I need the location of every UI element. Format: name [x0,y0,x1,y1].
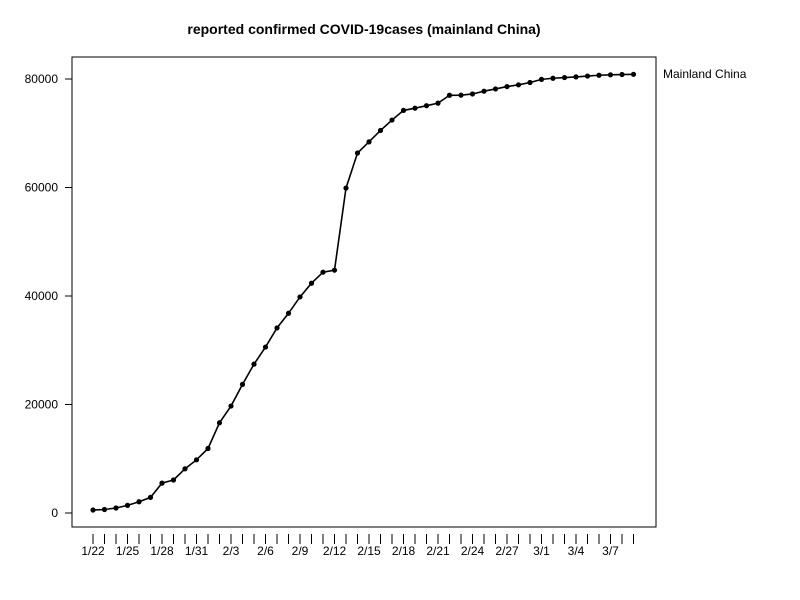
data-point [469,91,476,97]
data-point [412,105,418,111]
data-point [90,507,96,513]
x-tick-label: 2/6 [257,544,274,558]
x-tick-label: 3/7 [602,544,619,558]
data-point [113,505,119,511]
x-tick-label: 3/4 [568,544,585,558]
data-point [492,86,499,92]
x-axis: 1/22 1/25 1/28 1/31 2/3 2/6 2/9 2/12 2/15 2/18 2/2… [81,534,634,558]
data-point [561,74,568,81]
y-tick-label: 0 [51,506,58,520]
data-point [458,92,464,98]
x-tick-label: 2/3 [223,544,240,558]
data-point [285,310,292,316]
data-point [630,71,637,77]
x-tick-label: 2/15 [357,544,381,558]
data-point [297,294,303,300]
x-tick-label: 1/22 [81,544,105,558]
data-point [124,502,131,508]
data-point [573,74,579,80]
x-tick-label: 2/9 [292,544,309,558]
data-point [251,361,257,367]
data-point [377,127,384,134]
data-point [308,280,315,286]
data-point [205,445,211,452]
data-point [136,499,142,505]
data-point [435,100,441,106]
data-point [596,72,602,78]
data-point [228,403,234,409]
chart-title: reported confirmed COVID-19cases (mainla… [187,21,540,37]
data-point [331,267,338,273]
data-point [504,83,510,90]
data-point [389,117,395,123]
x-tick-label: 1/28 [150,544,174,558]
data-point [481,88,487,94]
data-point [320,269,326,275]
y-tick-label: 40000 [25,289,59,303]
data-point [619,71,625,78]
data-point [182,466,188,472]
x-tick-label: 2/12 [323,544,347,558]
data-point [423,103,430,109]
data-point [159,480,165,486]
data-point [274,325,280,331]
x-tick-label: 2/18 [392,544,416,558]
series-label: Mainland China [663,67,747,81]
y-tick-label: 60000 [25,181,59,195]
data-point [515,82,522,88]
data-point [538,76,545,82]
data-point [239,381,246,387]
y-tick-label: 20000 [25,398,59,412]
x-tick-label: 2/21 [426,544,450,558]
data-point [216,420,223,426]
y-tick-label: 80000 [25,72,59,86]
x-tick-label: 1/25 [116,544,140,558]
data-point [354,150,361,156]
data-point [101,506,108,513]
x-tick-label: 1/31 [185,544,209,558]
data-point [262,344,269,350]
y-axis: 0 20000 40000 60000 80000 [25,72,72,520]
data-point [193,457,200,463]
data-point [584,73,591,79]
series-group [90,71,637,513]
x-tick-label: 3/1 [533,544,550,558]
data-point [550,75,556,81]
data-point [170,477,177,483]
data-point [446,92,453,98]
data-point [366,139,372,145]
x-tick-label: 2/27 [495,544,519,558]
data-point [527,79,533,86]
plot-frame [71,56,657,528]
x-tick-label: 2/24 [461,544,485,558]
data-point [343,185,349,191]
data-point [607,72,614,78]
series-line [92,73,634,511]
data-point [400,107,407,114]
data-point [147,494,154,500]
